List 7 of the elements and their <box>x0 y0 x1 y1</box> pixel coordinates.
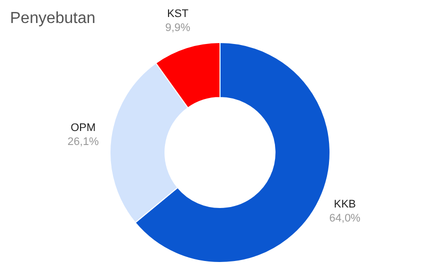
slice-label: OPM <box>70 122 96 134</box>
data-label: 26,1% <box>68 136 99 148</box>
chart-title: Penyebutan <box>10 10 96 28</box>
data-label: 64,0% <box>329 212 361 224</box>
slice-label: KST <box>167 8 189 20</box>
slice-label: KKB <box>334 198 356 210</box>
data-label: 9,9% <box>165 22 191 34</box>
